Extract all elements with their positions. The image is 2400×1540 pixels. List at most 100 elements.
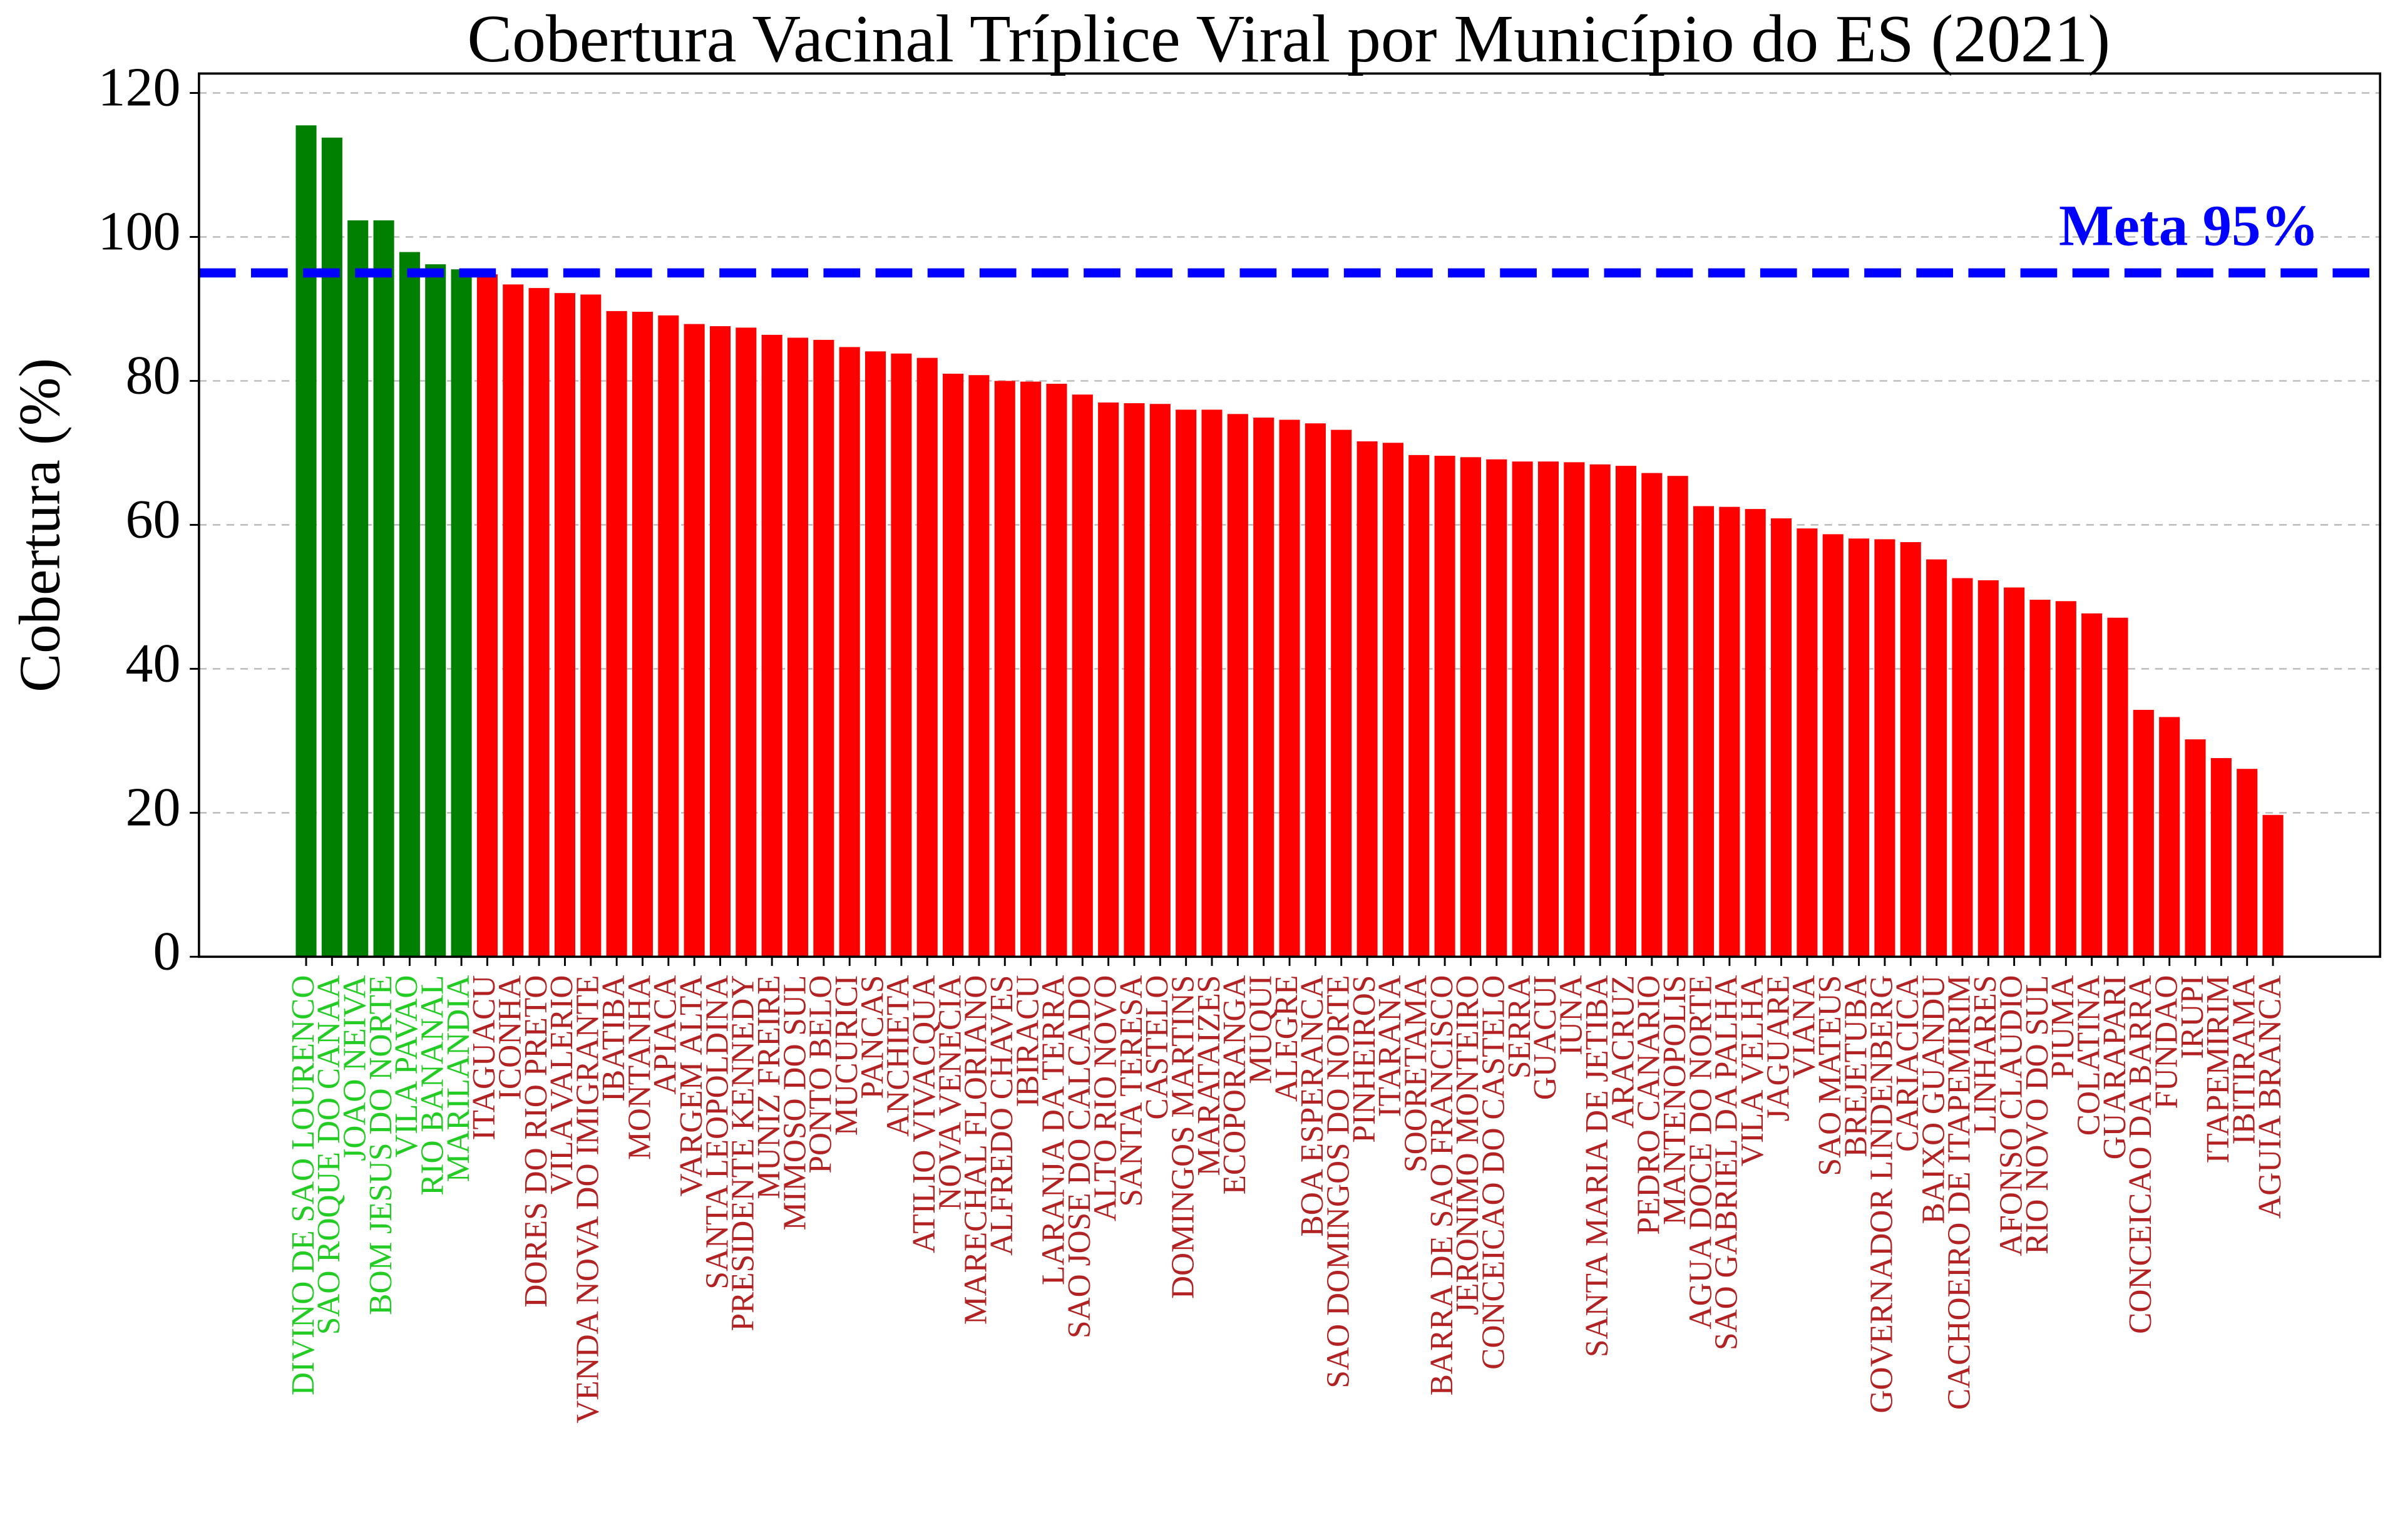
- bar: [891, 353, 912, 957]
- bar: [1849, 538, 1870, 957]
- x-tick-label: VILA VALERIO: [544, 975, 580, 1194]
- bar: [2159, 717, 2180, 957]
- x-tick-label: ECOPORANGA: [1217, 975, 1253, 1195]
- x-tick-label: RIO BANANAL: [415, 975, 451, 1196]
- x-tick-label: MARILANDIA: [441, 975, 476, 1183]
- x-tick-label: ANCHIETA: [881, 975, 916, 1137]
- x-tick-label: DIVINO DE SAO LOURENCO: [285, 975, 321, 1396]
- bar: [1693, 506, 1715, 957]
- bar: [1434, 456, 1455, 957]
- chart-title: Cobertura Vacinal Tríplice Viral por Mun…: [467, 2, 2110, 76]
- bar: [347, 220, 369, 957]
- bar: [813, 339, 834, 957]
- bar: [943, 373, 964, 957]
- bar: [1072, 394, 1093, 957]
- x-tick-label: MONTANHA: [622, 975, 657, 1160]
- x-tick-label: MUNIZ FREIRE: [751, 975, 787, 1199]
- bar: [1176, 409, 1197, 957]
- bar: [321, 137, 342, 957]
- x-tick-label: IBITIRAMA: [2226, 975, 2262, 1145]
- x-tick-label: MARATAIZES: [1191, 975, 1227, 1176]
- bar: [2004, 587, 2025, 957]
- x-tick-label: SERRA: [1502, 975, 1537, 1079]
- bar: [1279, 419, 1300, 957]
- y-tick-label: 20: [126, 778, 181, 838]
- x-tick-label: CONCEICAO DA BARRA: [2123, 975, 2158, 1334]
- y-tick-label: 100: [98, 202, 180, 262]
- x-tick-label: SAO JOSE DO CALCADO: [1062, 975, 1097, 1338]
- bar: [2262, 814, 2284, 957]
- y-tick-label: 0: [153, 921, 181, 982]
- x-tick-label: PEDRO CANARIO: [1631, 975, 1667, 1235]
- x-tick-label: ARACRUZ: [1605, 975, 1641, 1129]
- x-tick-label: DOMINGOS MARTINS: [1165, 975, 1201, 1299]
- x-tick-label: RIO NOVO DO SUL: [2019, 975, 2055, 1255]
- bar: [1537, 461, 1559, 957]
- x-tick-label: SANTA LEOPOLDINA: [699, 975, 735, 1290]
- x-tick-label: LINHARES: [1967, 975, 2003, 1134]
- x-tick-label: GOVERNADOR LINDENBERG: [1864, 975, 1900, 1414]
- x-tick-label: PONTO BELO: [803, 975, 839, 1174]
- bar: [2107, 617, 2128, 957]
- bar: [1822, 534, 1844, 957]
- bar: [658, 315, 679, 957]
- bar: [1046, 384, 1067, 957]
- bar: [968, 375, 990, 957]
- bar: [1305, 423, 1326, 957]
- bar: [1149, 404, 1171, 957]
- bar: [503, 284, 524, 957]
- bar: [476, 274, 498, 957]
- x-tick-label: ITAGUACU: [466, 975, 502, 1141]
- y-axis-label: Cobertura (%): [8, 358, 73, 692]
- bar: [1124, 403, 1145, 957]
- x-tick-label: SANTA MARIA DE JETIBA: [1579, 975, 1615, 1357]
- x-tick-label: MIMOSO DO SUL: [777, 975, 813, 1231]
- bar: [1589, 464, 1611, 957]
- bar: [839, 347, 860, 957]
- bar: [1667, 476, 1688, 957]
- x-tick-label: BAIXO GUANDU: [1915, 975, 1951, 1224]
- bar: [1201, 409, 1223, 957]
- bar: [1331, 429, 1352, 957]
- x-tick-label: BREJETUBA: [1838, 975, 1874, 1158]
- bar: [1486, 459, 1507, 957]
- x-tick-label: JOAO NEIVA: [337, 975, 372, 1161]
- bar: [2210, 757, 2232, 957]
- bar: [2133, 709, 2154, 957]
- bar: [1098, 402, 1119, 957]
- bar: [1020, 381, 1042, 957]
- bar: [580, 294, 602, 957]
- x-tick-label: ALFREDO CHAVES: [984, 975, 1020, 1256]
- bar: [684, 324, 705, 957]
- bar: [1227, 414, 1248, 957]
- y-tick-label: 40: [126, 634, 181, 694]
- bar: [1797, 528, 1818, 957]
- x-tick-label: SAO ROQUE DO CANAA: [311, 975, 347, 1335]
- plot-frame: [198, 72, 2382, 958]
- bar: [2185, 739, 2206, 957]
- target-label: Meta 95%: [2059, 193, 2319, 258]
- bar: [1408, 454, 1430, 957]
- x-tick-label: AGUIA BRANCA: [2252, 975, 2288, 1219]
- bar: [451, 269, 472, 957]
- bar: [632, 312, 654, 957]
- bar: [295, 125, 317, 957]
- bar: [1926, 559, 1947, 957]
- x-tick-label: CASTELO: [1139, 975, 1175, 1120]
- x-tick-label: ATILIO VIVACQUA: [906, 975, 942, 1253]
- x-tick-label: DORES DO RIO PRETO: [518, 975, 554, 1308]
- bar: [1977, 580, 1999, 957]
- bar: [1356, 441, 1378, 957]
- x-tick-label: BARRA DE SAO FRANCISCO: [1424, 975, 1460, 1396]
- x-tick-label: VIANA: [1787, 975, 1822, 1079]
- bar: [1719, 506, 1740, 957]
- bar: [1900, 542, 1921, 957]
- x-tick-label: COLATINA: [2071, 975, 2106, 1136]
- x-tick-label: AFONSO CLAUDIO: [1993, 975, 2029, 1256]
- bar: [1512, 461, 1533, 957]
- x-tick-label: GUARAPARI: [2097, 975, 2133, 1160]
- bar: [1745, 509, 1766, 957]
- x-tick-label: CARIACICA: [1890, 975, 1926, 1152]
- bar: [1382, 443, 1403, 957]
